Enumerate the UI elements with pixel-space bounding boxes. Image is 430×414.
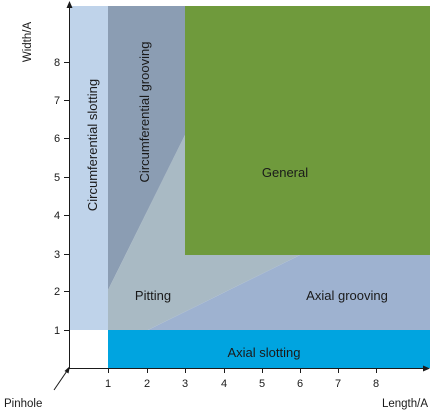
y-tick-label: 2 (54, 286, 60, 298)
x-tick-label: 8 (373, 378, 379, 390)
region-circumferential-grooving (108, 6, 185, 290)
y-tick-label: 8 (54, 57, 60, 69)
region-labels: Circumferential slotting Circumferential… (85, 42, 388, 360)
x-tick-marks (108, 368, 377, 373)
x-tick-label: 4 (221, 378, 227, 390)
x-tick-label: 3 (182, 378, 188, 390)
label-circumferential-grooving: Circumferential grooving (137, 42, 152, 183)
y-tick-labels: 1 2 3 4 5 6 7 8 (54, 57, 60, 337)
y-tick-marks (64, 62, 69, 331)
pinhole-label: Pinhole (4, 398, 42, 410)
x-tick-label: 5 (259, 378, 265, 390)
region-general (185, 6, 430, 255)
x-tick-label: 7 (335, 378, 341, 390)
y-tick-label: 6 (54, 133, 60, 145)
x-axis-arrow (423, 365, 430, 372)
label-pitting: Pitting (135, 288, 171, 303)
label-axial-grooving: Axial grooving (306, 288, 388, 303)
y-axis-label: Width/A (22, 22, 34, 63)
y-tick-label: 4 (54, 210, 60, 222)
pinhole-pointer-arrow (64, 366, 70, 374)
x-tick-label: 6 (297, 378, 303, 390)
x-axis-label: Length/A (382, 398, 428, 410)
region-axial-slotting (108, 330, 430, 368)
y-tick-label: 3 (54, 249, 60, 261)
x-tick-label: 2 (144, 378, 150, 390)
region-axial-grooving (148, 255, 430, 330)
y-tick-label: 7 (54, 95, 60, 107)
label-axial-slotting: Axial slotting (228, 345, 301, 360)
y-tick-label: 1 (54, 325, 60, 337)
label-general: General (262, 165, 308, 180)
y-tick-label: 5 (54, 172, 60, 184)
label-circumferential-slotting: Circumferential slotting (85, 79, 100, 211)
y-axis-arrow (66, 1, 73, 8)
region-circumferential-slotting (69, 6, 108, 330)
x-tick-label: 1 (105, 378, 111, 390)
x-tick-labels: 1 2 3 4 5 6 7 8 (105, 378, 379, 390)
regions (69, 6, 430, 368)
region-pitting (108, 135, 300, 330)
axes (69, 4, 428, 369)
